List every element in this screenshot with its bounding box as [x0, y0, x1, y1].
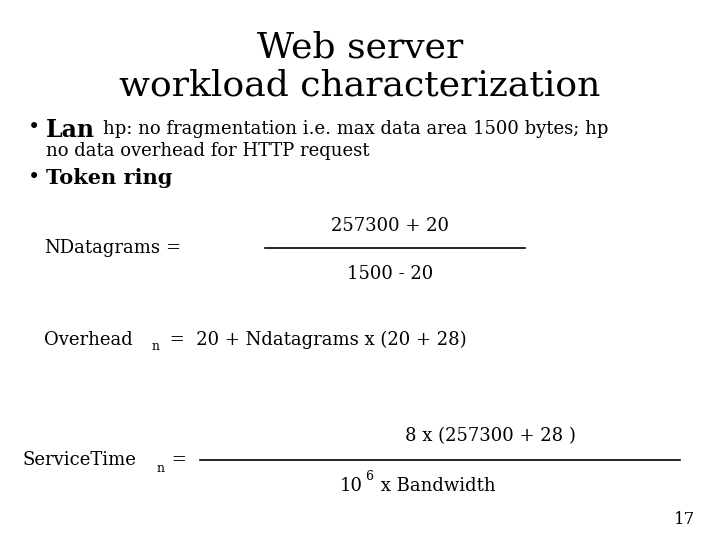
Text: Token ring: Token ring	[46, 168, 172, 188]
Text: •: •	[28, 168, 40, 187]
Text: hp: no fragmentation i.e. max data area 1500 bytes; hp: hp: no fragmentation i.e. max data area …	[103, 120, 608, 138]
Text: 6: 6	[365, 469, 373, 483]
Text: ServiceTime: ServiceTime	[22, 451, 136, 469]
Text: n: n	[157, 462, 165, 475]
Text: Lan: Lan	[46, 118, 95, 142]
Text: workload characterization: workload characterization	[120, 68, 600, 102]
Text: =  20 + Ndatagrams x (20 + 28): = 20 + Ndatagrams x (20 + 28)	[164, 331, 467, 349]
Text: 8 x (257300 + 28 ): 8 x (257300 + 28 )	[405, 427, 575, 445]
Text: NDatagrams: NDatagrams	[44, 239, 160, 257]
Text: Web server: Web server	[257, 30, 463, 64]
Text: 1500 - 20: 1500 - 20	[347, 265, 433, 283]
Text: 10: 10	[340, 477, 363, 495]
Text: Overhead: Overhead	[44, 331, 132, 349]
Text: •: •	[28, 118, 40, 137]
Text: 17: 17	[674, 511, 695, 528]
Text: 257300 + 20: 257300 + 20	[331, 217, 449, 235]
Text: =: =	[166, 451, 186, 469]
Text: no data overhead for HTTP request: no data overhead for HTTP request	[46, 142, 369, 160]
Text: n: n	[152, 340, 160, 353]
Text: x Bandwidth: x Bandwidth	[375, 477, 495, 495]
Text: =: =	[165, 239, 180, 257]
